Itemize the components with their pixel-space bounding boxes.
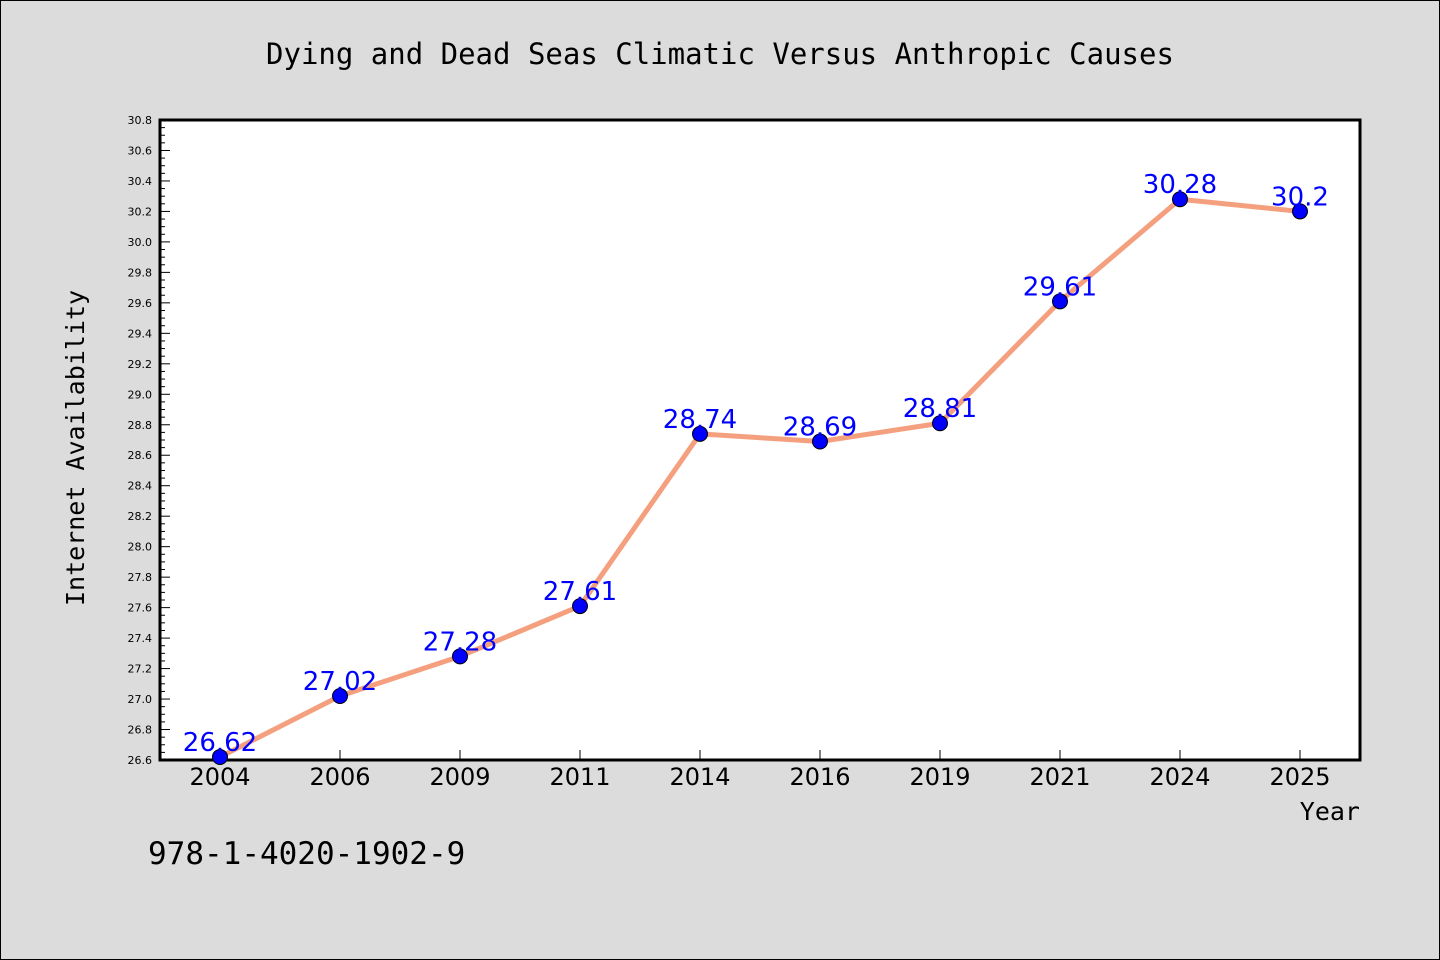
y-tick-label: 28.4 <box>128 480 153 493</box>
x-tick-label: 2011 <box>549 763 610 791</box>
data-label: 28.81 <box>903 394 977 424</box>
y-tick-label: 29.4 <box>128 327 153 340</box>
y-tick-label: 29.8 <box>128 266 153 279</box>
y-tick-label: 30.8 <box>128 114 153 127</box>
x-tick-label: 2024 <box>1149 763 1210 791</box>
y-tick-label: 26.6 <box>128 754 153 767</box>
data-point <box>1172 191 1188 208</box>
data-point <box>452 648 468 665</box>
data-label: 28.69 <box>783 413 857 443</box>
x-axis-title: Year <box>1300 797 1360 826</box>
x-tick-label: 2006 <box>309 763 370 791</box>
y-tick-label: 27.8 <box>128 571 153 584</box>
y-tick-label: 27.6 <box>128 602 153 615</box>
y-tick-label: 29.2 <box>128 358 153 371</box>
data-point <box>1052 293 1068 310</box>
y-tick-label: 26.8 <box>128 724 153 737</box>
data-point <box>932 415 948 432</box>
y-tick-label: 27.4 <box>128 632 153 645</box>
y-tick-label: 30.0 <box>128 236 153 249</box>
data-point <box>1292 203 1308 220</box>
y-tick-label: 29.0 <box>128 388 153 401</box>
x-axis: 2004 2006 2009 2011 2014 2016 2019 2021 2024 2025 <box>189 750 1331 791</box>
y-axis: 26.6 26.8 27.0 27.2 27.4 27.6 27.8 28.0 28.2 28.4… <box>128 114 170 767</box>
y-tick-label: 30.2 <box>128 205 153 218</box>
data-point <box>212 748 228 765</box>
data-label: 30.2 <box>1271 182 1329 212</box>
y-tick-label: 30.6 <box>128 144 153 157</box>
data-point <box>332 688 348 704</box>
x-tick-label: 2016 <box>789 763 850 791</box>
y-tick-label: 27.2 <box>128 663 153 676</box>
data-point <box>692 425 708 442</box>
y-tick-label: 28.0 <box>128 541 153 554</box>
data-label: 26.62 <box>183 728 257 758</box>
y-tick-label: 28.6 <box>128 449 153 462</box>
y-tick-label: 30.4 <box>128 175 153 188</box>
x-tick-label: 2009 <box>429 763 490 791</box>
x-tick-label: 2021 <box>1029 763 1090 791</box>
x-tick-label: 2025 <box>1269 763 1330 791</box>
series-line <box>217 196 1303 760</box>
y-tick-label: 27.0 <box>128 693 153 706</box>
data-label: 27.28 <box>423 627 497 657</box>
series-group: 26.62 27.02 27.28 27.61 28.74 28.69 28.81 29.61… <box>183 170 1329 765</box>
data-label: 27.02 <box>303 667 377 697</box>
data-label: 27.61 <box>543 577 617 607</box>
y-tick-label: 28.8 <box>128 419 153 432</box>
y-tick-label: 28.2 <box>128 510 153 523</box>
data-point <box>572 598 588 615</box>
data-label: 28.74 <box>663 405 737 435</box>
y-axis-title: Internet Availability <box>61 290 90 606</box>
data-label: 29.61 <box>1023 272 1097 302</box>
x-tick-label: 2014 <box>669 763 730 791</box>
x-tick-label: 2019 <box>909 763 970 791</box>
chart-title: Dying and Dead Seas Climatic Versus Anth… <box>266 37 1174 71</box>
data-point <box>812 433 828 450</box>
data-label: 30.28 <box>1143 170 1217 200</box>
y-tick-label: 29.6 <box>128 297 153 310</box>
isbn-text: 978-1-4020-1902-9 <box>148 836 465 872</box>
x-tick-label: 2004 <box>189 763 250 791</box>
